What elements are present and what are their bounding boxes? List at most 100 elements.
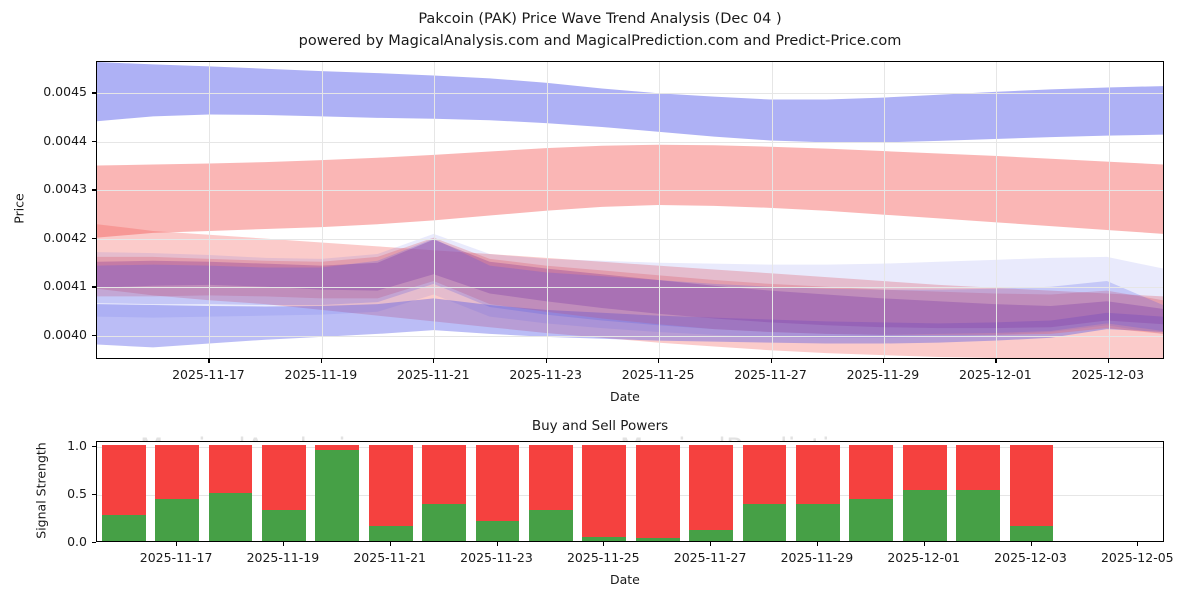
signal-x-tick-label: 2025-12-03 — [994, 550, 1067, 565]
signal-bar-buy-segment — [582, 537, 627, 541]
page-title: Pakcoin (PAK) Price Wave Trend Analysis … — [418, 11, 782, 27]
signal-x-tick-label: 2025-12-05 — [1100, 550, 1174, 565]
signal-bar-buy-segment — [742, 504, 787, 541]
signal-x-tick-label: 2025-11-19 — [246, 550, 320, 565]
signal-bar[interactable] — [796, 442, 840, 541]
signal-bar[interactable] — [689, 442, 733, 541]
signal-bar[interactable] — [1009, 442, 1054, 541]
signal-bar-sell-segment — [368, 444, 413, 526]
signal-bar[interactable] — [422, 442, 466, 541]
price-gridline-h — [97, 190, 1163, 192]
price-x-tick-label: 2025-11-29 — [846, 367, 920, 382]
signal-y-tick — [92, 445, 96, 447]
signal-bar-buy-segment — [475, 520, 520, 541]
signal-x-tick — [1030, 542, 1032, 546]
signal-bar[interactable] — [529, 442, 573, 541]
price-x-tick — [995, 359, 997, 363]
signal-bar[interactable] — [262, 442, 306, 541]
price-y-tick — [92, 286, 96, 288]
signal-bar[interactable] — [902, 442, 947, 541]
signal-bar-sell-segment — [529, 444, 573, 511]
signal-x-axis-label: Date — [610, 572, 640, 587]
signal-x-tick — [389, 542, 391, 546]
signal-chart-title: Buy and Sell Powers — [531, 418, 669, 434]
price-x-tick-label: 2025-11-25 — [621, 367, 695, 382]
signal-x-tick-label: 2025-11-21 — [353, 550, 427, 565]
price-x-tick-label: 2025-11-23 — [509, 367, 582, 382]
signal-x-tick — [496, 542, 498, 546]
price-gridline-v — [434, 62, 436, 358]
signal-bar[interactable] — [582, 442, 627, 541]
signal-bar-buy-segment — [956, 490, 1000, 541]
price-x-tick — [1107, 359, 1109, 363]
price-x-tick-label: 2025-12-03 — [1071, 367, 1145, 382]
price-band-series — [97, 62, 1163, 358]
signal-bar-buy-segment — [529, 510, 573, 541]
price-x-tick-label: 2025-11-27 — [734, 367, 807, 382]
price-gridline-h — [97, 141, 1163, 143]
price-x-tick — [433, 359, 435, 363]
signal-y-tick-label: 0.5 — [67, 485, 87, 501]
price-x-tick-label: 2025-12-01 — [959, 367, 1032, 382]
signal-bar-buy-segment — [1009, 525, 1054, 541]
signal-bar[interactable] — [368, 442, 413, 541]
price-x-tick — [882, 359, 885, 363]
price-x-axis-label: Date — [610, 389, 640, 404]
price-y-tick — [92, 334, 96, 336]
signal-bar-sell-segment — [689, 444, 733, 531]
price-x-tick-label: 2025-11-19 — [284, 367, 358, 382]
signal-bar-sell-segment — [956, 444, 1000, 491]
signal-bar[interactable] — [101, 442, 146, 541]
price-gridline-h — [97, 287, 1163, 289]
price-y-tick-label: 0.0043 — [43, 181, 87, 197]
signal-bar[interactable] — [635, 442, 680, 541]
signal-bar-sell-segment — [208, 444, 253, 493]
price-chart-plot-area — [96, 61, 1164, 359]
signal-y-tick — [92, 493, 96, 496]
signal-bar[interactable] — [956, 442, 1000, 541]
price-y-tick-label: 0.0040 — [43, 326, 87, 342]
price-gridline-v — [321, 62, 323, 358]
signal-bar[interactable] — [475, 442, 520, 541]
signal-bar-sell-segment — [742, 444, 787, 505]
signal-bar-sell-segment — [475, 444, 520, 521]
price-x-tick-label: 2025-11-21 — [396, 367, 470, 382]
signal-bar-sell-segment — [1009, 444, 1054, 526]
signal-bar[interactable] — [315, 442, 360, 541]
page-subtitle: powered by MagicalAnalysis.com and Magic… — [298, 33, 902, 49]
price-gridline-v — [209, 62, 211, 358]
price-band-mid-red-wave — [97, 237, 1163, 335]
signal-x-tick-label: 2025-11-23 — [460, 550, 533, 565]
price-x-tick — [208, 359, 210, 363]
price-y-axis-label: Price — [11, 193, 27, 224]
signal-bar-buy-segment — [796, 504, 840, 541]
price-gridline-v — [1108, 62, 1110, 358]
signal-bar[interactable] — [849, 442, 894, 541]
price-x-tick-label: 2025-11-17 — [172, 367, 245, 382]
price-y-tick-label: 0.0044 — [43, 132, 87, 148]
price-gridline-v — [883, 62, 885, 358]
signal-x-tick-label: 2025-11-27 — [673, 550, 747, 565]
price-gridline-h — [97, 335, 1163, 337]
signal-bar-buy-segment — [635, 538, 680, 541]
price-gridline-h — [97, 93, 1163, 95]
price-gridline-v — [546, 62, 548, 358]
signal-x-tick-label: 2025-11-25 — [566, 550, 640, 565]
signal-bar[interactable] — [742, 442, 787, 541]
price-x-tick — [658, 359, 660, 363]
signal-x-tick-label: 2025-11-17 — [139, 550, 213, 565]
price-y-tick — [92, 189, 96, 191]
signal-x-tick — [923, 542, 925, 546]
signal-y-axis-label: Signal Strength — [33, 441, 49, 539]
signal-bar-buy-segment — [208, 492, 253, 541]
signal-bar-sell-segment — [902, 444, 947, 491]
signal-bar-buy-segment — [849, 498, 894, 541]
signal-bar[interactable] — [208, 442, 253, 541]
signal-bar-buy-segment — [689, 530, 733, 541]
signal-bar[interactable] — [155, 442, 199, 541]
signal-bar-buy-segment — [155, 498, 199, 541]
signal-bar-sell-segment — [262, 444, 306, 511]
signal-bar-buy-segment — [262, 510, 306, 541]
price-gridline-v — [996, 62, 998, 358]
